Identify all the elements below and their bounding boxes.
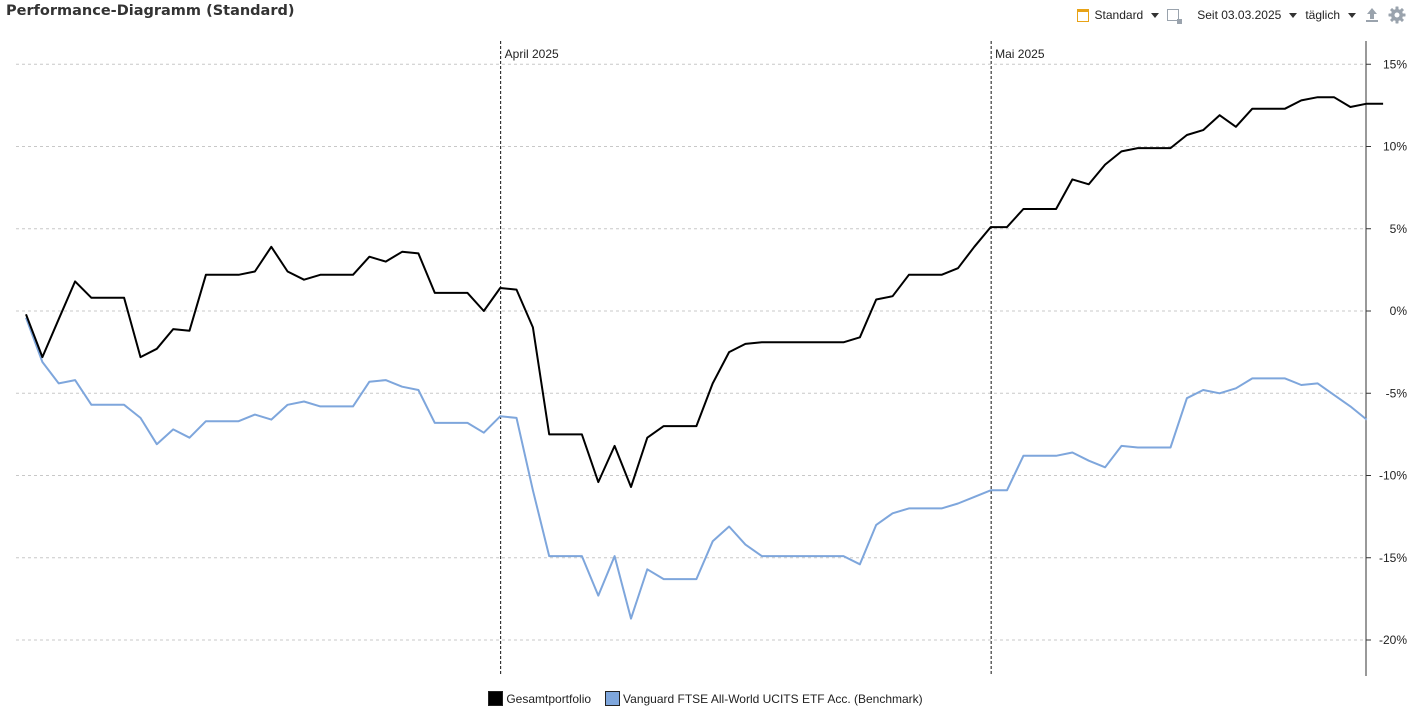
series-lines <box>25 96 1384 620</box>
calendar-icon <box>1076 8 1089 22</box>
interval-selector[interactable]: täglich <box>1305 8 1364 22</box>
view-selector-label: Standard <box>1094 8 1144 22</box>
performance-chart: April 2025 Mai 2025 15% 10% 5% 0% -5% -10% -15%… <box>16 41 1407 676</box>
legend-label-benchmark: Vanguard FTSE All-World UCITS ETF Acc. (… <box>623 691 923 706</box>
window-icon[interactable] <box>1167 9 1183 24</box>
grid-lines <box>16 63 1366 641</box>
y-axis-ticks: 15% 10% 5% 0% -5% -10% -15% -20% <box>1366 57 1407 647</box>
month-markers: April 2025 Mai 2025 <box>500 41 1045 676</box>
y-tick-label: 5% <box>1390 222 1408 236</box>
y-tick-label: -15% <box>1379 551 1407 565</box>
series-line-benchmark <box>25 317 1368 620</box>
y-tick-label: 0% <box>1390 304 1408 318</box>
y-tick-label: -5% <box>1386 386 1408 400</box>
y-tick-label: -20% <box>1379 633 1407 647</box>
chevron-down-icon <box>1151 12 1160 18</box>
legend-label-portfolio: Gesamtportfolio <box>506 691 592 706</box>
month-marker-label: Mai 2025 <box>995 47 1045 61</box>
period-selector[interactable]: Seit 03.03.2025 <box>1197 8 1305 22</box>
period-selector-label: Seit 03.03.2025 <box>1197 8 1282 22</box>
gear-icon[interactable] <box>1388 6 1406 24</box>
legend-item-portfolio[interactable]: Gesamtportfolio <box>488 691 591 706</box>
y-tick-label: 15% <box>1383 57 1407 71</box>
legend-swatch-portfolio <box>488 691 504 706</box>
y-tick-label: 10% <box>1383 140 1407 154</box>
interval-selector-label: täglich <box>1305 8 1340 22</box>
legend-swatch-benchmark <box>605 691 621 706</box>
chart-toolbar: Standard Seit 03.03.2025 täglich <box>1076 5 1411 25</box>
legend-item-benchmark[interactable]: Vanguard FTSE All-World UCITS ETF Acc. (… <box>605 691 923 706</box>
page-title: Performance-Diagramm (Standard) <box>6 3 295 19</box>
month-marker-label: April 2025 <box>505 47 559 61</box>
upload-icon[interactable] <box>1364 7 1380 23</box>
chevron-down-icon <box>1348 12 1356 18</box>
chevron-down-icon <box>1289 12 1298 18</box>
series-line-portfolio <box>25 96 1384 488</box>
chart-legend: Gesamtportfolio Vanguard FTSE All-World … <box>0 691 1411 706</box>
y-tick-label: -10% <box>1379 469 1407 483</box>
view-selector[interactable]: Standard <box>1076 8 1168 22</box>
